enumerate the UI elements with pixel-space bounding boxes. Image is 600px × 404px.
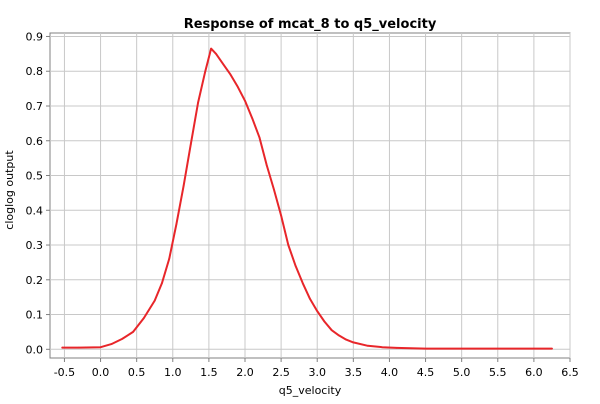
y-tick-label: 0.9 — [26, 30, 44, 43]
y-tick-label: 0.1 — [26, 309, 44, 322]
data-point — [410, 347, 412, 350]
data-point — [366, 345, 369, 347]
data-point — [301, 282, 304, 285]
x-tick-label: 2.5 — [272, 366, 290, 379]
x-tick-label: 0.5 — [128, 366, 146, 379]
x-tick-label: 5.5 — [489, 366, 507, 379]
x-tick-label: 2.0 — [236, 366, 254, 379]
data-point — [352, 341, 355, 344]
data-point — [121, 338, 124, 340]
data-point — [190, 143, 192, 146]
data-point — [229, 73, 232, 76]
data-point — [197, 101, 199, 104]
data-point — [395, 347, 398, 349]
data-point — [182, 185, 185, 187]
data-point — [222, 63, 225, 66]
x-tick-label: 0.0 — [92, 366, 110, 379]
x-tick-label: 5.0 — [453, 366, 471, 379]
data-point — [132, 331, 134, 333]
data-point — [244, 99, 246, 102]
data-point — [424, 347, 427, 350]
x-tick-label: 6.5 — [561, 366, 579, 379]
data-point — [460, 347, 463, 350]
y-axis-label: cloglog output — [3, 150, 16, 230]
x-tick-label: 4.0 — [381, 366, 399, 379]
y-tick-label: 0.6 — [26, 135, 44, 148]
y-tick-label: 0.0 — [26, 343, 44, 356]
y-tick-label: 0.2 — [26, 274, 44, 287]
data-point — [381, 346, 384, 349]
data-point — [533, 347, 535, 350]
data-point — [204, 70, 207, 73]
tick-layer: -0.5 0.0 0.5 1.0 1.5 2.0 2.5 3.0 3.5 4.0 4.5 5.0 5.5… — [26, 30, 579, 379]
chart-title: Response of mcat_8 to q5_velocity — [184, 17, 437, 32]
data-point — [330, 329, 333, 331]
data-point — [110, 343, 113, 345]
data-point — [265, 164, 268, 166]
data-point — [338, 334, 340, 337]
x-axis-label: q5_velocity — [279, 384, 342, 397]
data-point — [345, 338, 347, 341]
y-tick-label: 0.8 — [26, 65, 44, 78]
x-tick-label: 1.5 — [200, 366, 218, 379]
data-point — [236, 86, 239, 88]
y-tick-label: 0.5 — [26, 170, 44, 183]
data-point — [287, 244, 290, 246]
data-point — [323, 320, 326, 323]
x-tick-label: -0.5 — [54, 366, 75, 379]
data-point — [143, 317, 145, 319]
y-tick-label: 0.7 — [26, 100, 44, 113]
data-point — [551, 347, 553, 350]
data-point — [496, 347, 499, 350]
data-point — [258, 136, 261, 139]
series-layer — [61, 47, 553, 350]
series-line — [61, 47, 553, 350]
data-point — [208, 56, 210, 59]
y-tick-label: 0.4 — [26, 204, 44, 217]
data-point — [78, 346, 80, 349]
x-tick-label: 3.0 — [308, 366, 326, 379]
data-point — [175, 223, 178, 225]
data-point — [210, 47, 212, 50]
data-point — [294, 265, 297, 267]
plot-area — [49, 32, 571, 359]
data-point — [251, 117, 254, 119]
data-point — [309, 298, 311, 300]
data-point — [153, 299, 156, 302]
data-point — [99, 346, 102, 349]
x-tick-label: 1.0 — [164, 366, 182, 379]
data-point — [273, 188, 275, 191]
data-point — [161, 282, 163, 285]
data-point — [280, 214, 282, 217]
data-point — [316, 310, 319, 312]
y-tick-label: 0.3 — [26, 239, 44, 252]
x-tick-label: 4.5 — [417, 366, 435, 379]
data-point — [168, 258, 170, 260]
x-tick-label: 3.5 — [345, 366, 363, 379]
grid-layer — [50, 33, 571, 358]
x-tick-label: 6.0 — [525, 366, 543, 379]
data-point — [61, 346, 64, 349]
data-point — [215, 53, 217, 55]
